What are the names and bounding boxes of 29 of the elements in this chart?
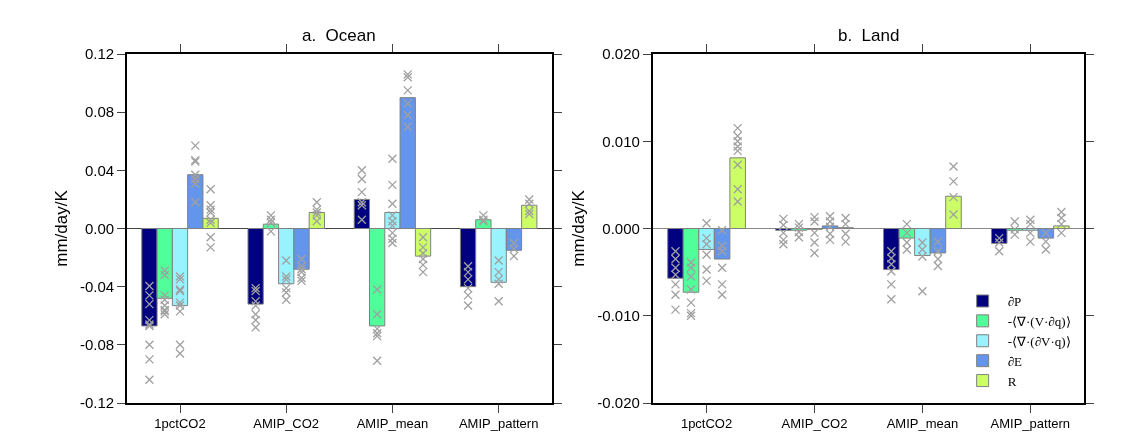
x-tick-label: AMIP_pattern — [990, 416, 1071, 432]
y-tick-label: -0.04 — [79, 277, 115, 295]
chart-title: b. Land — [838, 26, 900, 45]
x-tick-label: AMIP_CO2 — [253, 416, 320, 432]
y-tick-label: -0.020 — [597, 394, 640, 412]
x-tick-label: 1pctCO2 — [680, 416, 733, 432]
y-tick-label: 0.04 — [84, 161, 115, 179]
y-tick-label: 0.08 — [84, 103, 115, 121]
x-tick-label: AMIP_pattern — [458, 416, 539, 432]
y-tick-label: 0.000 — [602, 219, 640, 237]
legend-label: ∂P — [1007, 294, 1022, 310]
x-tick-label: AMIP_mean — [356, 416, 429, 432]
y-tick-label: -0.12 — [79, 394, 115, 412]
y-tick-label: 0.010 — [602, 132, 640, 150]
y-tick-label: 0.12 — [84, 45, 115, 63]
legend-label: -⟨∇·(∂V·q)⟩ — [1007, 333, 1071, 349]
y-axis-title: mm/day/K — [51, 189, 71, 267]
legend-label: -⟨∇·(V·∂q)⟩ — [1007, 313, 1071, 329]
x-tick-label: AMIP_CO2 — [781, 416, 848, 432]
x-tick-label: AMIP_mean — [886, 416, 959, 432]
y-tick-label: 0.020 — [602, 45, 640, 63]
y-axis-title: mm/day/K — [569, 189, 589, 267]
y-tick-label: 0.00 — [84, 219, 115, 237]
x-tick-label: 1pctCO2 — [154, 416, 206, 432]
chart-title: a. Ocean — [302, 26, 376, 45]
legend-label: R — [1007, 373, 1017, 389]
legend-label: ∂E — [1007, 353, 1023, 369]
y-tick-label: -0.08 — [79, 336, 115, 354]
y-tick-label: -0.010 — [597, 307, 640, 324]
